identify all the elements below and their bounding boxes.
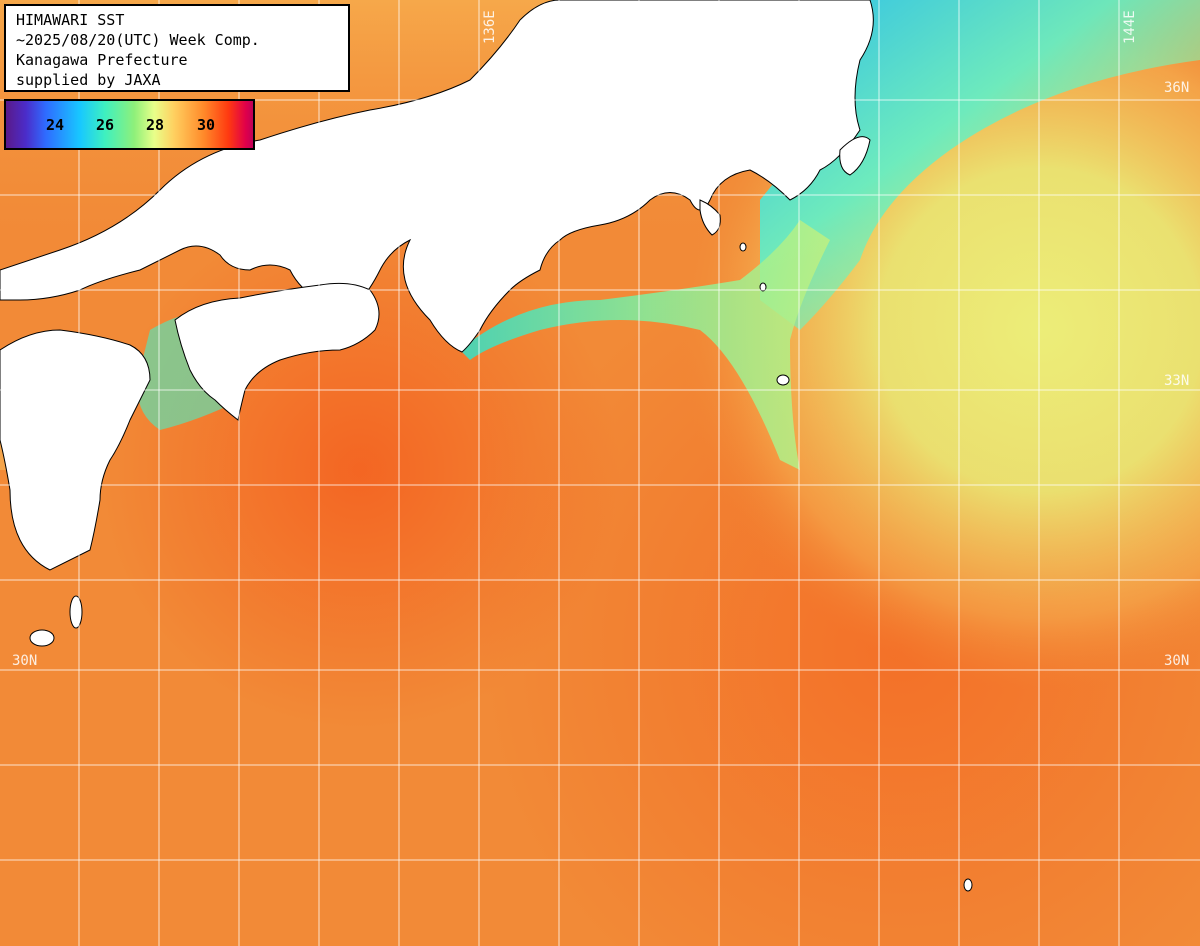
island-ogasawara: [963, 878, 973, 892]
island-izu-oshima: [739, 242, 747, 252]
lon-label-144e: 144E: [1122, 10, 1138, 44]
region-text: Kanagawa Prefecture: [16, 51, 188, 69]
credit-text: supplied by JAXA: [16, 71, 161, 89]
island-yakushima: [69, 595, 83, 629]
legend-label-26: 26: [96, 116, 115, 134]
land-izu: [699, 199, 721, 236]
island-miyakejima: [759, 282, 767, 292]
island-tanegashima: [29, 629, 55, 647]
land-shikoku: [174, 282, 380, 421]
lat-label-33-left: 33: [10, 373, 27, 389]
lat-label-30n-right: 30N: [1164, 653, 1190, 669]
island-hachijojima: [776, 374, 790, 386]
date-text: ~2025/08/20(UTC) Week Comp.: [16, 31, 260, 49]
lat-label-33n-right: 33N: [1164, 373, 1190, 389]
legend-label-30: 30: [197, 116, 216, 134]
title-text: HIMAWARI SST: [16, 11, 125, 29]
cold-water-northeast: [760, 0, 1200, 330]
land-honshu: [0, 0, 874, 353]
color-legend: 24 26 28 30: [4, 99, 255, 150]
info-box: HIMAWARI SST ~2025/08/20(UTC) Week Comp.…: [4, 4, 350, 92]
legend-label-24: 24: [46, 116, 65, 134]
kuroshio-band: [460, 220, 830, 470]
lat-label-30n-left: 30N: [12, 653, 38, 669]
lat-label-36n-right: 36N: [1164, 80, 1190, 96]
legend-label-28: 28: [146, 116, 165, 134]
land-boso: [839, 136, 871, 176]
lon-label-136e: 136E: [482, 10, 498, 44]
